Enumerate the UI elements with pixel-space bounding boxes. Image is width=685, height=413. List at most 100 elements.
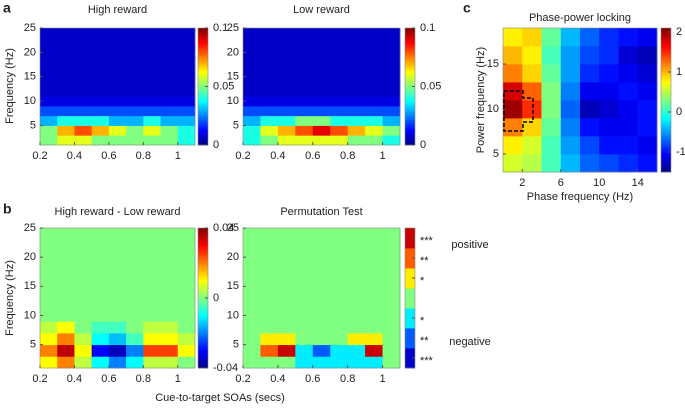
- heatmap-cell: [347, 57, 366, 68]
- y-tick-label: 15: [227, 280, 239, 292]
- heatmap-cell: [580, 28, 600, 47]
- heatmap-cell: [243, 96, 261, 107]
- x-tick-label: 0.2: [32, 150, 47, 162]
- heatmap-cell: [57, 76, 75, 87]
- colorbar-step: [198, 235, 208, 238]
- heatmap-cell: [260, 28, 279, 39]
- heatmap-cell: [160, 96, 179, 107]
- heatmap-cell: [347, 37, 366, 48]
- colorbar-step: [198, 76, 208, 80]
- heatmap-cell: [637, 100, 658, 119]
- colorbar-step: [198, 342, 208, 346]
- colorbar-step: [198, 328, 208, 332]
- colorbar-step: [661, 167, 671, 170]
- colorbar-step: [405, 131, 415, 134]
- heatmap-cell: [74, 309, 93, 322]
- colorbar-step: [661, 109, 671, 113]
- heatmap-cell: [618, 100, 639, 119]
- colorbar-step: [661, 116, 671, 120]
- colorbar-step: [405, 82, 415, 85]
- heatmap-cell: [143, 298, 161, 311]
- heatmap-cell: [126, 321, 144, 334]
- colorbar-step: [661, 97, 671, 101]
- heatmap-cell: [40, 96, 58, 107]
- heatmap-cell: [108, 76, 127, 87]
- heatmap-cell: [74, 228, 93, 241]
- heatmap-cell: [365, 321, 383, 334]
- colorbar-tick-label: -1: [676, 146, 685, 158]
- x-tick-label: 0.8: [136, 150, 151, 162]
- heatmap-cell: [277, 228, 296, 241]
- heatmap-cell: [177, 344, 196, 357]
- heatmap-cell: [91, 57, 110, 68]
- heatmap-cell: [580, 82, 600, 101]
- heatmap-cell: [277, 344, 296, 357]
- heatmap-cell: [177, 251, 196, 264]
- heatmap-cell: [108, 321, 127, 334]
- heatmap-cell: [160, 356, 179, 369]
- colorbar-step: [405, 143, 415, 146]
- heatmap-cell: [260, 239, 279, 252]
- heatmap-cell: [91, 251, 110, 264]
- heatmap-cell: [560, 136, 581, 155]
- heatmap-cell: [295, 298, 314, 311]
- colorbar-step: [198, 104, 208, 107]
- heatmap-cell: [382, 37, 401, 48]
- colorbar-step: [661, 133, 671, 137]
- colorbar-step: [405, 28, 415, 31]
- heatmap-cell: [277, 106, 296, 117]
- colorbar-step: [198, 53, 208, 56]
- x-tick-label: 0.6: [305, 373, 320, 385]
- heatmap-cell: [40, 37, 58, 48]
- colorbar-step: [198, 72, 208, 76]
- heatmap-cell: [260, 37, 279, 48]
- colorbar-step: [405, 117, 415, 121]
- colorbar-step: [661, 160, 671, 163]
- heatmap-cell: [260, 106, 279, 117]
- x-tick-label: 0.8: [340, 150, 355, 162]
- heatmap-cell: [295, 67, 314, 78]
- heatmap-cell: [40, 76, 58, 87]
- colorbar-step: [198, 41, 208, 44]
- heatmap-cell: [108, 135, 127, 146]
- heatmap-cell: [177, 76, 196, 87]
- heatmap-cell: [347, 86, 366, 97]
- heatmap-cell: [330, 125, 349, 136]
- heatmap-cell: [91, 76, 110, 87]
- colorbar-step: [198, 237, 208, 241]
- heatmap-cell: [108, 356, 127, 369]
- chart-title: Low reward: [293, 4, 350, 16]
- heatmap-cell: [330, 344, 349, 357]
- heatmap-cell: [57, 298, 75, 311]
- colorbar-step: [198, 131, 208, 134]
- heatmap-cell: [143, 286, 161, 299]
- colorbar-step: [661, 52, 671, 55]
- y-tick-label: 20: [227, 251, 239, 263]
- heatmap-cell: [91, 86, 110, 97]
- heatmap-cell: [382, 263, 401, 276]
- heatmap-cell: [160, 135, 179, 146]
- heatmap-cell: [277, 28, 296, 39]
- heatmap-cell: [243, 67, 261, 78]
- heatmap-cell: [91, 37, 110, 48]
- heatmap-cell: [243, 356, 261, 369]
- heatmap-cell: [522, 154, 542, 173]
- colorbar-step: [405, 55, 415, 58]
- heatmap-cell: [126, 228, 144, 241]
- heatmap-cell: [160, 251, 179, 264]
- heatmap-cell: [74, 57, 93, 68]
- colorbar-tick-label: -0.04: [213, 362, 238, 374]
- heatmap-cell: [599, 82, 619, 101]
- colorbar-step: [405, 141, 415, 144]
- heatmap-cell: [91, 28, 110, 39]
- colorbar-step: [198, 321, 208, 325]
- annotation: negative: [449, 336, 491, 348]
- heatmap-cell: [160, 47, 179, 58]
- colorbar-step: [198, 74, 208, 78]
- heatmap-cell: [295, 274, 314, 287]
- y-tick-label: 10: [227, 95, 239, 107]
- heatmap-cell: [160, 57, 179, 68]
